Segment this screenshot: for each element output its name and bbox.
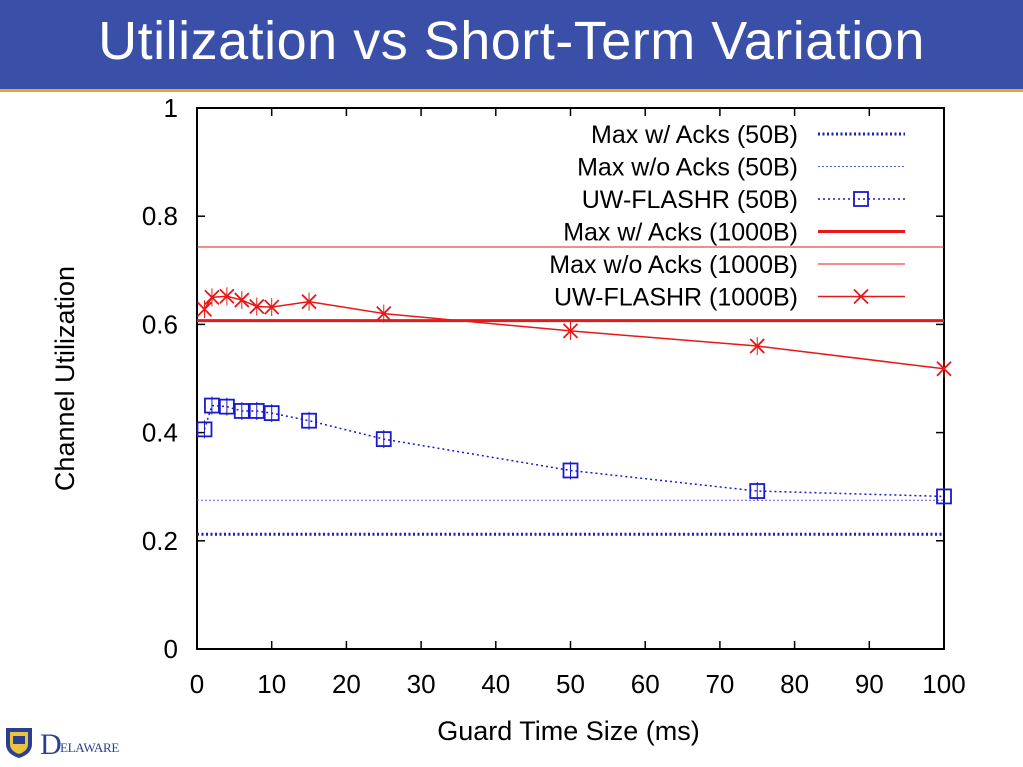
y-tick-label: 1 <box>164 93 178 123</box>
x-tick-label: 70 <box>705 669 734 699</box>
data-point-5 <box>301 294 317 310</box>
data-point-5 <box>749 338 765 354</box>
data-point-5 <box>234 292 250 308</box>
data-point-2 <box>204 397 220 414</box>
plot-frame <box>196 107 945 650</box>
x-tick-label: 40 <box>481 669 510 699</box>
x-tick-label: 50 <box>556 669 585 699</box>
data-point-5 <box>264 299 280 315</box>
data-point-2 <box>375 431 392 447</box>
legend-label: UW-FLASHR (50B) <box>582 186 798 214</box>
slide-title: Utilization vs Short-Term Variation <box>98 11 925 71</box>
y-tick-label: 0.8 <box>142 201 178 231</box>
x-tick-label: 100 <box>922 669 965 699</box>
data-point-2 <box>301 412 317 429</box>
data-point-5 <box>376 305 392 322</box>
x-axis-label: Guard Time Size (ms) <box>437 716 700 746</box>
y-tick-label: 0.2 <box>142 526 178 556</box>
y-tick-label: 0 <box>164 634 178 664</box>
legend-label: Max w/ Acks (50B) <box>591 121 798 149</box>
university-logo: D ELAWARE <box>4 726 144 766</box>
x-tick-label: 10 <box>257 669 286 699</box>
data-point-5 <box>219 288 235 304</box>
x-tick-label: 20 <box>332 669 361 699</box>
data-point-2 <box>263 405 280 422</box>
y-tick-label: 0.6 <box>142 309 178 339</box>
legend-label: Max w/ Acks (1000B) <box>563 219 798 247</box>
logo-text: ELAWARE <box>60 740 119 755</box>
university-shield-icon <box>6 728 32 758</box>
x-tick-label: 60 <box>631 669 660 699</box>
data-point-5 <box>249 298 265 315</box>
data-point-5 <box>936 361 952 377</box>
data-point-2 <box>196 421 213 438</box>
x-tick-label: 30 <box>407 669 436 699</box>
data-point-5 <box>196 301 213 317</box>
data-point-2 <box>562 462 579 479</box>
legend-label: Max w/o Acks (50B) <box>577 154 798 182</box>
data-point-2 <box>233 403 250 419</box>
legend-marker <box>853 288 869 305</box>
legend-marker <box>853 191 869 207</box>
x-tick-label: 0 <box>190 669 204 699</box>
y-axis-label: Channel Utilization <box>50 266 80 491</box>
title-bar: Utilization vs Short-Term Variation <box>0 0 1023 92</box>
x-tick-label: 80 <box>780 669 809 699</box>
data-point-2 <box>749 483 766 499</box>
x-tick-label: 90 <box>855 669 884 699</box>
data-point-5 <box>204 289 220 305</box>
data-point-2 <box>248 403 265 419</box>
data-point-5 <box>562 323 579 339</box>
y-tick-label: 0.4 <box>142 418 178 448</box>
data-point-2 <box>218 398 235 415</box>
legend-label: UW-FLASHR (1000B) <box>554 284 798 312</box>
data-point-2 <box>936 488 952 505</box>
legend-label: Max w/o Acks (1000B) <box>549 251 798 279</box>
